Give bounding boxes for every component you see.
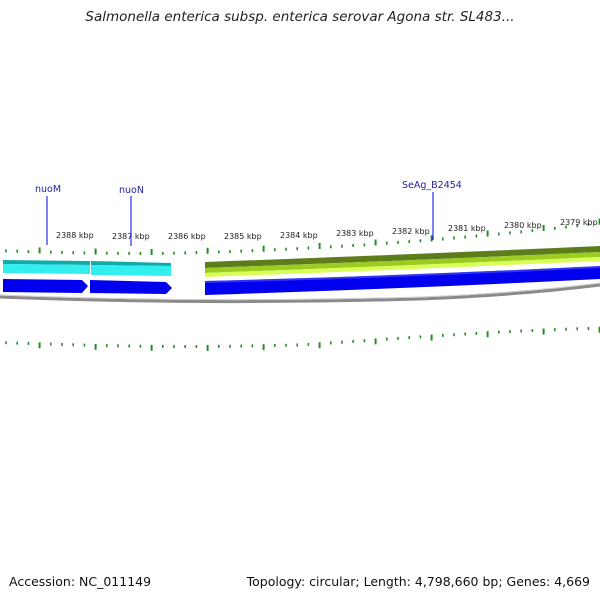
accession-text: Accession: NC_011149	[9, 574, 152, 589]
outer-tick-row	[5, 218, 600, 255]
tick-label: 2381 kbp	[448, 224, 486, 233]
green-band-dark	[205, 246, 600, 268]
cyan-track	[3, 260, 171, 276]
green-band-mid	[205, 252, 600, 273]
gene-label-nuoM[interactable]: nuoM	[35, 184, 61, 195]
tick-label: 2384 kbp	[280, 231, 318, 240]
map-title: Salmonella enterica subsp. enterica sero…	[85, 9, 515, 25]
cyan-band-2	[91, 265, 171, 276]
genome-backbone-inner	[0, 282, 600, 301]
cyan-band-dark	[3, 260, 90, 265]
gene-label-nuoN[interactable]: nuoN	[119, 185, 144, 196]
gene-arrow-nuoN	[90, 280, 172, 294]
genome-backbone	[0, 283, 600, 304]
cds-track	[3, 266, 600, 295]
kbp-labels: 2388 kbp 2387 kbp 2386 kbp 2385 kbp 2384…	[56, 218, 598, 241]
tick-label: 2388 kbp	[56, 231, 94, 240]
tick-label: 2383 kbp	[336, 229, 374, 238]
gc-content-track	[205, 246, 600, 277]
inner-tick-row	[5, 326, 600, 351]
cyan-band	[3, 264, 90, 274]
cds-highlight	[205, 266, 600, 283]
genome-summary-text: Topology: circular; Length: 4,798,660 bp…	[246, 574, 590, 589]
cyan-band-dark-2	[91, 261, 171, 266]
gene-arrow-SeAg_B2454	[205, 266, 600, 295]
green-band-light	[205, 257, 600, 277]
tick-label: 2380 kbp	[504, 221, 542, 230]
gene-arrow-nuoM	[3, 279, 88, 293]
tick-label: 2386 kbp	[168, 232, 206, 241]
tick-label: 2379 kbp	[560, 218, 598, 227]
tick-label: 2385 kbp	[224, 232, 262, 241]
gene-label-SeAg_B2454[interactable]: SeAg_B2454	[402, 180, 462, 191]
tick-label: 2382 kbp	[392, 227, 430, 236]
gene-labels: nuoM nuoN SeAg_B2454	[35, 180, 462, 246]
